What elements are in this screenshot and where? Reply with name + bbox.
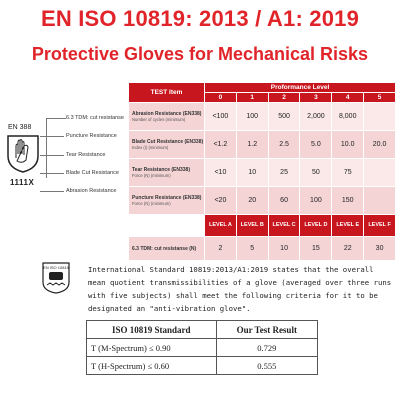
performance-table: TEST Item Proformance Level 0 1 2 3 4 5 … <box>128 82 396 261</box>
legend-item: Puncture Resistance <box>66 133 117 139</box>
legend-connector <box>40 136 64 137</box>
page-title: EN ISO 10819: 2013 / A1: 2019 <box>40 6 360 31</box>
table-cell: 2,000 <box>299 102 333 131</box>
table-cell: 2 <box>204 236 237 261</box>
column-header: ISO 10819 Standard <box>86 320 217 339</box>
table-cell: 60 <box>267 186 301 215</box>
table-header-row: ISO 10819 Standard Our Test Result <box>86 320 319 339</box>
row-label: Abrasion Resistance (EN338) Number of cyc… <box>128 102 205 131</box>
table-cell: 2.5 <box>267 130 301 159</box>
table-row: Tear Resistance (EN338) Force (N) (minimu… <box>128 158 396 187</box>
table-cell: <10 <box>204 158 237 187</box>
table-cell: 20.0 <box>363 130 396 159</box>
legend-connector <box>40 155 64 156</box>
table-cell: 8,000 <box>331 102 365 131</box>
empty-cell <box>128 214 205 237</box>
page-subtitle: Protective Gloves for Mechanical Risks <box>31 44 369 64</box>
column-header: Our Test Result <box>215 320 319 339</box>
level-number: 0 <box>204 92 237 103</box>
table-cell: 15 <box>299 236 333 261</box>
table-row: Blade Cut Resistance (EN338) Index (I) (m… <box>128 130 396 159</box>
letter-level: LEVEL B <box>235 214 269 237</box>
table-cell: 20 <box>235 186 269 215</box>
table-cell: <1.2 <box>204 130 237 159</box>
letter-level: LEVEL D <box>299 214 333 237</box>
letter-level: LEVEL A <box>204 214 237 237</box>
result-cell: 0.729 <box>215 338 319 357</box>
legend-connector <box>40 173 64 174</box>
table-cell: 30 <box>363 236 396 261</box>
table-cell: 150 <box>331 186 365 215</box>
legend-connector <box>46 118 66 119</box>
en388-label: EN 388 <box>8 124 32 131</box>
table-cell: 5.0 <box>299 130 333 159</box>
row-label: Tear Resistance (EN338) Force (N) (minimu… <box>128 158 205 187</box>
row-label: Blade Cut Resistance (EN338) Index (I) (m… <box>128 130 205 159</box>
iso-10819-vibration-icon: EN ISO 10819 <box>42 262 70 294</box>
legend-item: Abrasion Resistance <box>66 188 117 194</box>
table-cell: 500 <box>267 102 301 131</box>
shield-glove-icon <box>7 135 39 173</box>
result-cell: 0.555 <box>215 356 319 375</box>
test-result-table: ISO 10819 Standard Our Test Result T (M-… <box>86 320 319 375</box>
legend-connector <box>40 191 64 192</box>
test-item-header: TEST Item <box>128 82 205 103</box>
table-cell: 10 <box>235 158 269 187</box>
table-row: T (M-Spectrum) ≤ 0.90 0.729 <box>86 338 319 357</box>
level-number: 3 <box>299 92 333 103</box>
table-cell: <100 <box>204 102 237 131</box>
level-number: 5 <box>363 92 396 103</box>
table-cell: 100 <box>299 186 333 215</box>
letter-level: LEVEL F <box>363 214 396 237</box>
table-cell <box>363 102 396 131</box>
performance-level-header: Proformance Level <box>204 82 396 93</box>
table-cell: 22 <box>331 236 365 261</box>
table-cell <box>363 158 396 187</box>
table-cell: 25 <box>267 158 301 187</box>
table-cell: 100 <box>235 102 269 131</box>
standard-cell: T (H-Spectrum) ≤ 0.60 <box>86 356 217 375</box>
table-cell: 50 <box>299 158 333 187</box>
level-number: 1 <box>235 92 269 103</box>
table-cell: <20 <box>204 186 237 215</box>
letter-level: LEVEL E <box>331 214 365 237</box>
legend-item: 6.3 TDM: cut resistanse <box>66 115 124 121</box>
table-cell: 5 <box>235 236 269 261</box>
table-cell: 75 <box>331 158 365 187</box>
iso-icon-label: EN ISO 10819 <box>43 265 70 270</box>
level-number: 2 <box>267 92 301 103</box>
table-cell <box>363 186 396 215</box>
performance-code: 1111X <box>10 178 35 187</box>
table-row: 6.3 TDM: cut resistanse (N) 2 5 10 15 22… <box>128 236 396 261</box>
legend-item: Tear Resistance <box>66 152 106 158</box>
legend-item: Blade Cut Resistance <box>66 170 119 176</box>
standard-statement-text: International Standard 10819:2013/A1:201… <box>88 265 392 313</box>
table-row: LEVEL A LEVEL B LEVEL C LEVEL D LEVEL E … <box>128 214 396 237</box>
level-number: 4 <box>331 92 365 103</box>
table-cell: 1.2 <box>235 130 269 159</box>
table-cell: 10.0 <box>331 130 365 159</box>
table-cell: 10 <box>267 236 301 261</box>
standard-cell: T (M-Spectrum) ≤ 0.90 <box>86 338 217 357</box>
legend-connector <box>46 118 47 178</box>
table-row: T (H-Spectrum) ≤ 0.60 0.555 <box>86 356 319 375</box>
letter-level: LEVEL C <box>267 214 301 237</box>
table-row: Puncture Resistance (EN338) Force (N) (mi… <box>128 186 396 215</box>
row-label: 6.3 TDM: cut resistanse (N) <box>128 236 205 261</box>
row-label: Puncture Resistance (EN338) Force (N) (mi… <box>128 186 205 215</box>
table-row: Abrasion Resistance (EN338) Number of cyc… <box>128 102 396 131</box>
